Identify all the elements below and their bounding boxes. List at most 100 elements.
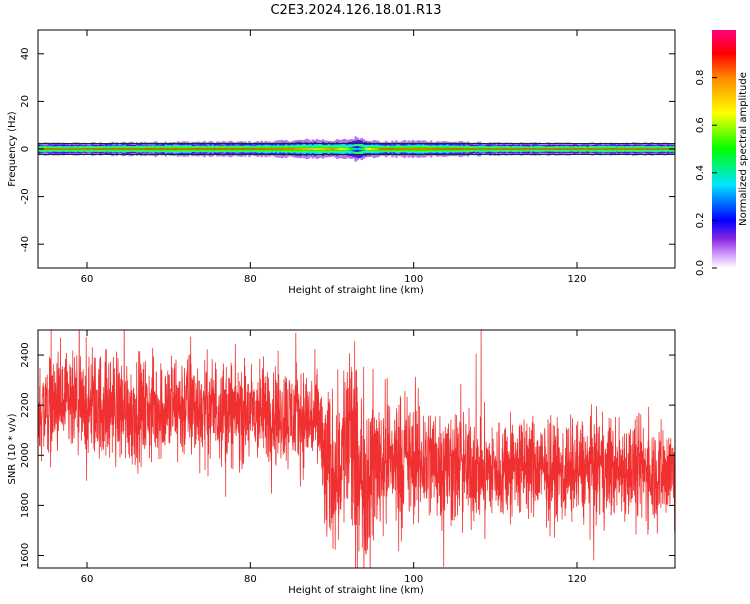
band-cell <box>158 148 161 150</box>
band-cell <box>321 148 325 150</box>
band-cell <box>560 148 564 150</box>
band-cell <box>270 148 274 150</box>
band-cell <box>301 148 304 150</box>
band-cell <box>107 148 110 150</box>
band-cell <box>97 148 100 150</box>
band-cell <box>258 148 261 150</box>
band-cell <box>636 148 639 150</box>
band-cell <box>236 148 239 150</box>
band-cell <box>278 148 282 150</box>
band-cell <box>50 148 53 150</box>
band-cell <box>297 148 300 150</box>
band-cell <box>642 148 645 150</box>
band-cell <box>346 148 349 150</box>
spectrogram-x-axis-label: Height of straight line (km) <box>288 285 424 296</box>
band-cell <box>138 148 141 150</box>
band-cell <box>140 148 143 150</box>
band-cell <box>654 148 658 150</box>
band-cell <box>454 148 457 150</box>
colorbar-tick-label: 0.0 <box>695 260 706 276</box>
band-cell <box>268 148 272 150</box>
band-cell <box>487 148 490 150</box>
band-cell <box>362 148 366 150</box>
band-cell <box>423 148 427 150</box>
band-cell <box>509 148 513 150</box>
band-cell <box>99 148 102 150</box>
band-cell <box>432 148 435 150</box>
x-tick-label: 120 <box>567 274 586 285</box>
band-cell <box>332 148 335 150</box>
band-cell <box>148 148 151 150</box>
band-cell <box>95 148 98 150</box>
band-cell <box>207 148 210 150</box>
band-cell <box>76 148 80 150</box>
band-cell <box>87 148 90 150</box>
band-cell <box>446 148 449 150</box>
band-cell <box>72 148 76 150</box>
band-cell <box>252 148 255 150</box>
band-cell <box>617 148 621 150</box>
band-cell <box>613 148 617 150</box>
band-cell <box>630 148 633 150</box>
band-cell <box>221 148 225 150</box>
band-cell <box>583 148 586 150</box>
band-cell <box>166 148 170 150</box>
band-cell <box>540 148 543 150</box>
band-cell <box>523 148 527 150</box>
band-cell <box>452 148 455 150</box>
band-cell <box>364 148 368 150</box>
band-cell <box>438 148 441 150</box>
band-cell <box>519 148 523 150</box>
band-cell <box>507 148 511 150</box>
band-cell <box>201 148 204 150</box>
band-cell <box>387 148 390 150</box>
band-cell <box>615 148 619 150</box>
band-cell <box>656 148 660 150</box>
band-cell <box>56 148 59 150</box>
band-cell <box>577 148 580 150</box>
band-cell <box>411 148 415 150</box>
band-cell <box>327 148 331 150</box>
band-cell <box>329 148 333 150</box>
band-cell <box>554 148 557 150</box>
band-cell <box>550 148 553 150</box>
band-cell <box>111 148 114 150</box>
band-cell <box>468 148 472 150</box>
y-tick-label: 2400 <box>20 342 31 367</box>
band-cell <box>272 148 276 150</box>
band-cell <box>352 147 355 151</box>
x-tick-label: 100 <box>404 574 423 585</box>
band-cell <box>425 148 429 150</box>
band-cell <box>601 148 604 150</box>
band-cell <box>448 148 451 150</box>
band-cell <box>393 148 396 150</box>
band-cell <box>470 148 474 150</box>
band-cell <box>160 148 163 150</box>
band-cell <box>374 148 378 150</box>
band-cell <box>342 148 345 150</box>
band-cell <box>187 148 190 150</box>
band-cell <box>489 148 492 150</box>
band-cell <box>142 148 145 150</box>
band-cell <box>593 148 596 150</box>
band-cell <box>189 148 192 150</box>
band-cell <box>168 148 172 150</box>
band-cell <box>315 148 319 150</box>
band-cell <box>170 148 174 150</box>
band-cell <box>113 148 116 150</box>
band-cell <box>619 148 623 150</box>
band-cell <box>240 148 243 150</box>
band-cell <box>536 148 539 150</box>
band-cell <box>513 148 517 150</box>
band-cell <box>581 148 584 150</box>
band-cell <box>442 148 445 150</box>
band-cell <box>62 148 65 150</box>
band-cell <box>52 148 55 150</box>
band-cell <box>293 148 296 150</box>
y-tick-label: 1800 <box>20 493 31 518</box>
band-cell <box>309 148 312 150</box>
colorbar-tick-label: 0.2 <box>695 212 706 228</box>
band-cell <box>219 148 223 150</box>
band-cell <box>640 148 643 150</box>
band-cell <box>405 148 408 150</box>
